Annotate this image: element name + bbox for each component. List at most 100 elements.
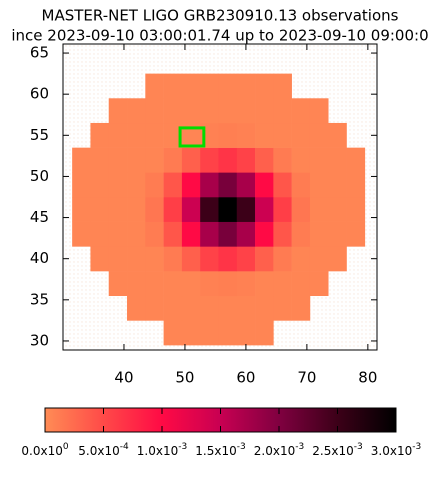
colorbar-tick-base: 0.0x10 xyxy=(21,444,62,458)
chart-subtitle: ince 2023-09-10 03:00:01.74 up to 2023-0… xyxy=(11,27,428,45)
heatmap-cell xyxy=(218,197,238,222)
heatmap-cell xyxy=(127,295,146,321)
heatmap-cell xyxy=(108,221,128,247)
heatmap-cell xyxy=(145,98,164,124)
heatmap-cells xyxy=(72,73,366,346)
heatmap-cell xyxy=(145,172,164,198)
heatmap-cell xyxy=(127,197,146,222)
heatmap-cell xyxy=(236,122,256,148)
heatmap-cell xyxy=(273,147,292,173)
y-tick-label: 30 xyxy=(30,331,49,349)
heatmap-cell xyxy=(255,147,274,173)
heatmap-cell xyxy=(236,320,256,346)
heatmap-cell xyxy=(218,221,238,247)
heatmap-cell xyxy=(163,320,183,346)
heatmap-cell xyxy=(200,221,219,247)
colorbar-tick-exponent: -3 xyxy=(178,442,187,452)
heatmap-cell xyxy=(328,172,347,198)
heatmap-cell xyxy=(200,147,219,173)
heatmap-cell xyxy=(291,271,311,297)
heatmap-cell xyxy=(255,197,274,222)
heatmap-cell xyxy=(291,246,311,272)
heatmap-cell xyxy=(346,197,366,222)
heatmap-cell xyxy=(145,221,164,247)
heatmap-cell xyxy=(181,73,201,99)
heatmap-cell xyxy=(291,221,311,247)
heatmap-cell xyxy=(127,122,146,148)
heatmap-cell xyxy=(273,271,292,297)
heatmap-cell xyxy=(181,147,201,173)
heatmap-cell xyxy=(72,172,91,198)
heatmap-cell xyxy=(218,320,238,346)
colorbar-tick-label: 2.5x10-3 xyxy=(312,442,362,458)
heatmap-cell xyxy=(72,221,91,247)
heatmap-cell xyxy=(90,172,110,198)
heatmap-cell xyxy=(218,122,238,148)
colorbar-tick-exponent: -3 xyxy=(354,442,363,452)
heatmap-cell xyxy=(236,246,256,272)
heatmap-cell xyxy=(108,172,128,198)
heatmap-cell xyxy=(200,172,219,198)
heatmap-cell xyxy=(236,172,256,198)
colorbar-tick-base: 2.5x10 xyxy=(312,444,353,458)
heatmap-cell xyxy=(200,246,219,272)
y-tick-label: 50 xyxy=(30,167,49,185)
heatmap-cell xyxy=(163,271,183,297)
heatmap-cell xyxy=(309,246,329,272)
heatmap-cell xyxy=(328,197,347,222)
heatmap-cell xyxy=(273,246,292,272)
heatmap-cell xyxy=(273,197,292,222)
heatmap-cell xyxy=(163,295,183,321)
colorbar-tick-base: 1.0x10 xyxy=(137,444,178,458)
heatmap-cell xyxy=(309,197,329,222)
heatmap-cell xyxy=(108,147,128,173)
heatmap-cell xyxy=(255,73,274,99)
x-tick-label: 80 xyxy=(358,369,377,387)
heatmap-cell xyxy=(200,197,219,222)
heatmap-cell xyxy=(181,221,201,247)
heatmap-cell xyxy=(163,147,183,173)
highlight-box xyxy=(178,126,206,148)
heatmap-cell xyxy=(163,73,183,99)
heatmap-cell xyxy=(291,295,311,321)
heatmap-cell xyxy=(255,122,274,148)
heatmap-cell xyxy=(273,221,292,247)
heatmap-cell xyxy=(90,221,110,247)
heatmap-cell xyxy=(309,271,329,297)
y-tick-label: 60 xyxy=(30,85,49,103)
heatmap-cell xyxy=(72,197,91,222)
colorbar-tick-exponent: 0 xyxy=(63,442,69,452)
heatmap-cell xyxy=(236,98,256,124)
colorbar-tick-label: 1.5x10-3 xyxy=(195,442,245,458)
heatmap-cell xyxy=(145,147,164,173)
y-tick-label: 55 xyxy=(30,126,49,144)
colorbar-tick-label: 0.0x100 xyxy=(21,442,68,458)
heatmap-cell xyxy=(181,172,201,198)
heatmap-cell xyxy=(236,147,256,173)
heatmap-cell xyxy=(181,197,201,222)
x-tick-label: 60 xyxy=(236,369,255,387)
heatmap-cell xyxy=(236,73,256,99)
colorbar-tick-label: 2.0x10-3 xyxy=(254,442,304,458)
x-tick-label: 70 xyxy=(297,369,316,387)
heatmap-cell xyxy=(127,172,146,198)
y-tick-label: 35 xyxy=(30,290,49,308)
heatmap-cell xyxy=(328,122,347,148)
heatmap-cell xyxy=(255,271,274,297)
heatmap-cell xyxy=(346,221,366,247)
heatmap-cell xyxy=(145,122,164,148)
heatmap-cell xyxy=(273,122,292,148)
heatmap-cell xyxy=(309,147,329,173)
heatmap-cell xyxy=(218,73,238,99)
heatmap-cell xyxy=(163,197,183,222)
heatmap-cell xyxy=(291,98,311,124)
heatmap-cell xyxy=(346,172,366,198)
heatmap-cell xyxy=(218,147,238,173)
heatmap-cell xyxy=(181,271,201,297)
y-tick-label: 65 xyxy=(30,44,49,62)
heatmap-cell xyxy=(291,122,311,148)
heatmap-cell xyxy=(236,295,256,321)
heatmap-cell xyxy=(328,221,347,247)
heatmap-cell xyxy=(181,295,201,321)
heatmap-cell xyxy=(218,271,238,297)
